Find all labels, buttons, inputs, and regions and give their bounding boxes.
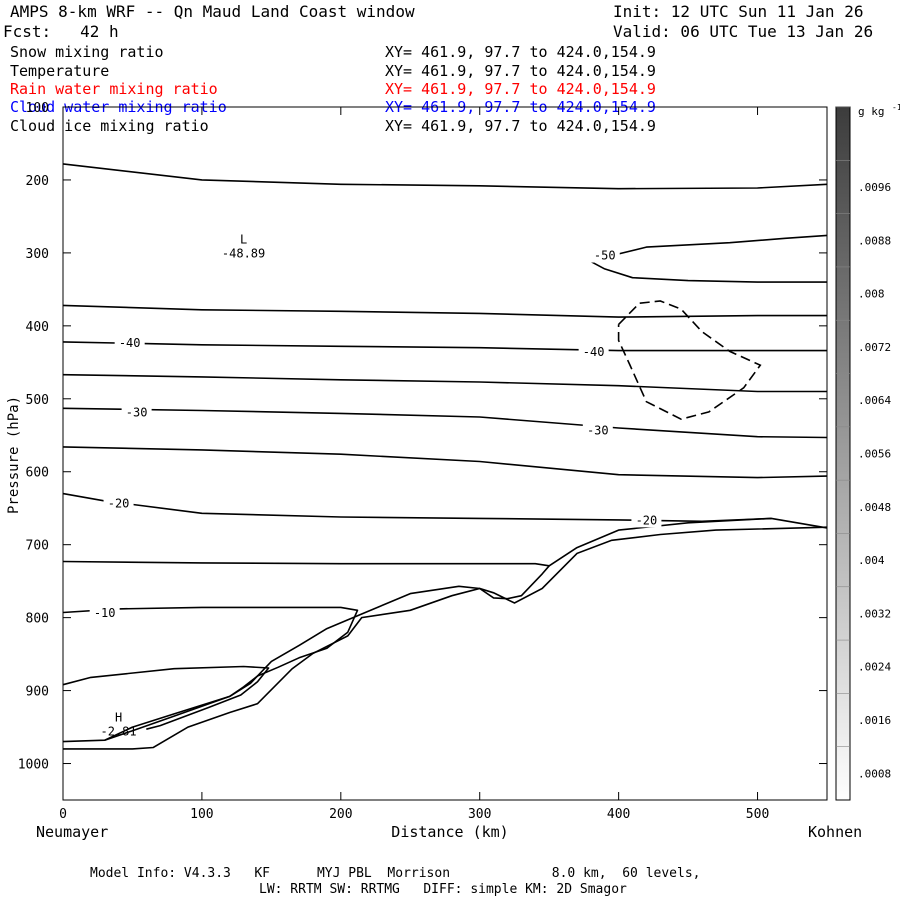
colorbar-tick-label: .0064: [858, 394, 891, 407]
y-tick-label: 400: [26, 320, 49, 335]
y-tick-label: 500: [26, 393, 49, 408]
colorbar-tick-label: .0008: [858, 767, 891, 780]
temperature-contour: [62, 665, 270, 730]
x-tick-label: 500: [746, 807, 769, 822]
valid-time: Valid: 06 UTC Tue 13 Jan 26: [613, 22, 874, 41]
temperature-contour: [590, 234, 828, 263]
colorbar-scale: [835, 106, 851, 801]
temperature-contour: [590, 260, 827, 283]
temperature-contour: [548, 517, 828, 567]
contour-label-bg: [89, 604, 120, 620]
plot-area: 0 100 200 300 400 500 100 200 300 400 500 600 700 800…: [18, 101, 828, 822]
colorbar-tick-label: .0032: [858, 607, 891, 620]
legend-temp-xy: XY= 461.9, 97.7 to 424.0,154.9: [385, 62, 656, 80]
colorbar-unit-exponent: -1: [892, 103, 900, 112]
temperature-contour: [62, 407, 828, 439]
contour-label-bg: [631, 512, 662, 528]
low-marker: L: [240, 233, 247, 247]
contour-label: -20: [636, 513, 658, 527]
model-info-line2: LW: RRTM SW: RRTMG DIFF: simple KM: 2D S…: [259, 882, 627, 897]
legend-cloudice-label: Cloud ice mixing ratio: [10, 117, 209, 135]
init-time: Init: 12 UTC Sun 11 Jan 26: [613, 2, 864, 21]
colorbar-tick-label: .0088: [858, 234, 891, 247]
contour-label-bg: [121, 404, 152, 420]
y-tick-label: 300: [26, 247, 49, 262]
colorbar-tick-label: .0056: [858, 448, 891, 461]
temperature-contour: [62, 341, 827, 352]
colorbar-tick-label: .008: [858, 288, 885, 301]
contour-label-bg: [103, 495, 134, 511]
y-tick-label: 600: [26, 466, 49, 481]
colorbar-tick-label: .0016: [858, 714, 891, 727]
contour-label-bg: [589, 247, 620, 263]
temperature-contour: [62, 373, 827, 393]
contour-label: -30: [587, 424, 609, 438]
contour-label-bg: [582, 422, 613, 438]
y-tick-label: 800: [26, 612, 49, 627]
legend-snow-xy: XY= 461.9, 97.7 to 424.0,154.9: [385, 43, 656, 61]
colorbar: .0008 .0016 .0024 .0032 .004 .0048 .0056 .0064.…: [835, 103, 900, 801]
terrain-line: [63, 526, 828, 750]
plot-frame: [62, 106, 828, 801]
contour-label: -10: [94, 606, 116, 620]
temperature-contour: [62, 492, 772, 523]
contour-label: -50: [594, 249, 616, 263]
x-tick-label: 0: [59, 807, 67, 822]
x-tick-label: 300: [468, 807, 491, 822]
y-tick-label: 900: [26, 685, 49, 700]
legend-rain-label: Rain water mixing ratio: [10, 80, 218, 98]
legend-snow-label: Snow mixing ratio: [10, 43, 164, 61]
temperature-contour: [62, 163, 828, 190]
temperature-contour: [62, 304, 827, 318]
x-right-label: Kohnen: [808, 823, 862, 841]
contour-label-bg: [114, 335, 145, 351]
high-marker: H: [115, 710, 122, 724]
legend-rain-xy: XY= 461.9, 97.7 to 424.0,154.9: [385, 80, 656, 98]
colorbar-tick-label: .0048: [858, 501, 891, 514]
colorbar-tick-label: .0072: [858, 341, 891, 354]
y-tick-label: 1000: [18, 758, 49, 773]
extremum-value: -2.81: [101, 724, 137, 738]
y-tick-label: 100: [26, 101, 49, 116]
y-axis-label: Pressure (hPa): [6, 396, 22, 514]
cloud-ice-contour: [617, 300, 762, 421]
contour-label: -40: [119, 336, 141, 350]
chart-title: AMPS 8-km WRF -- Qn Maud Land Coast wind…: [10, 2, 415, 21]
x-left-label: Neumayer: [36, 823, 108, 841]
legend-temp-label: Temperature: [10, 62, 110, 80]
temperature-contour: [62, 606, 359, 741]
colorbar-tick-label: .0096: [858, 181, 891, 194]
x-tick-label: 200: [329, 807, 352, 822]
legend-cloudice-xy: XY= 461.9, 97.7 to 424.0,154.9: [385, 117, 656, 135]
x-axis-label: Distance (km): [391, 823, 508, 841]
extremum-value: -48.89: [222, 247, 265, 261]
contour-label: -20: [108, 497, 130, 511]
temperature-contour: [62, 446, 828, 479]
x-tick-label: 100: [190, 807, 213, 822]
model-info-line1: Model Info: V4.3.3 KF MYJ PBL Morrison 8…: [90, 866, 701, 881]
colorbar-tick-label: .0024: [858, 661, 891, 674]
contour-label: -30: [126, 405, 148, 419]
temperature-contour: [62, 560, 550, 743]
y-tick-label: 200: [26, 174, 49, 189]
colorbar-tick-label: .004: [858, 554, 885, 567]
contour-label: -40: [583, 345, 605, 359]
colorbar-unit: g kg: [858, 105, 885, 118]
contour-label-bg: [578, 343, 609, 359]
forecast-hour: Fcst: 42 h: [3, 22, 119, 41]
y-tick-label: 700: [26, 539, 49, 554]
x-tick-label: 400: [607, 807, 630, 822]
